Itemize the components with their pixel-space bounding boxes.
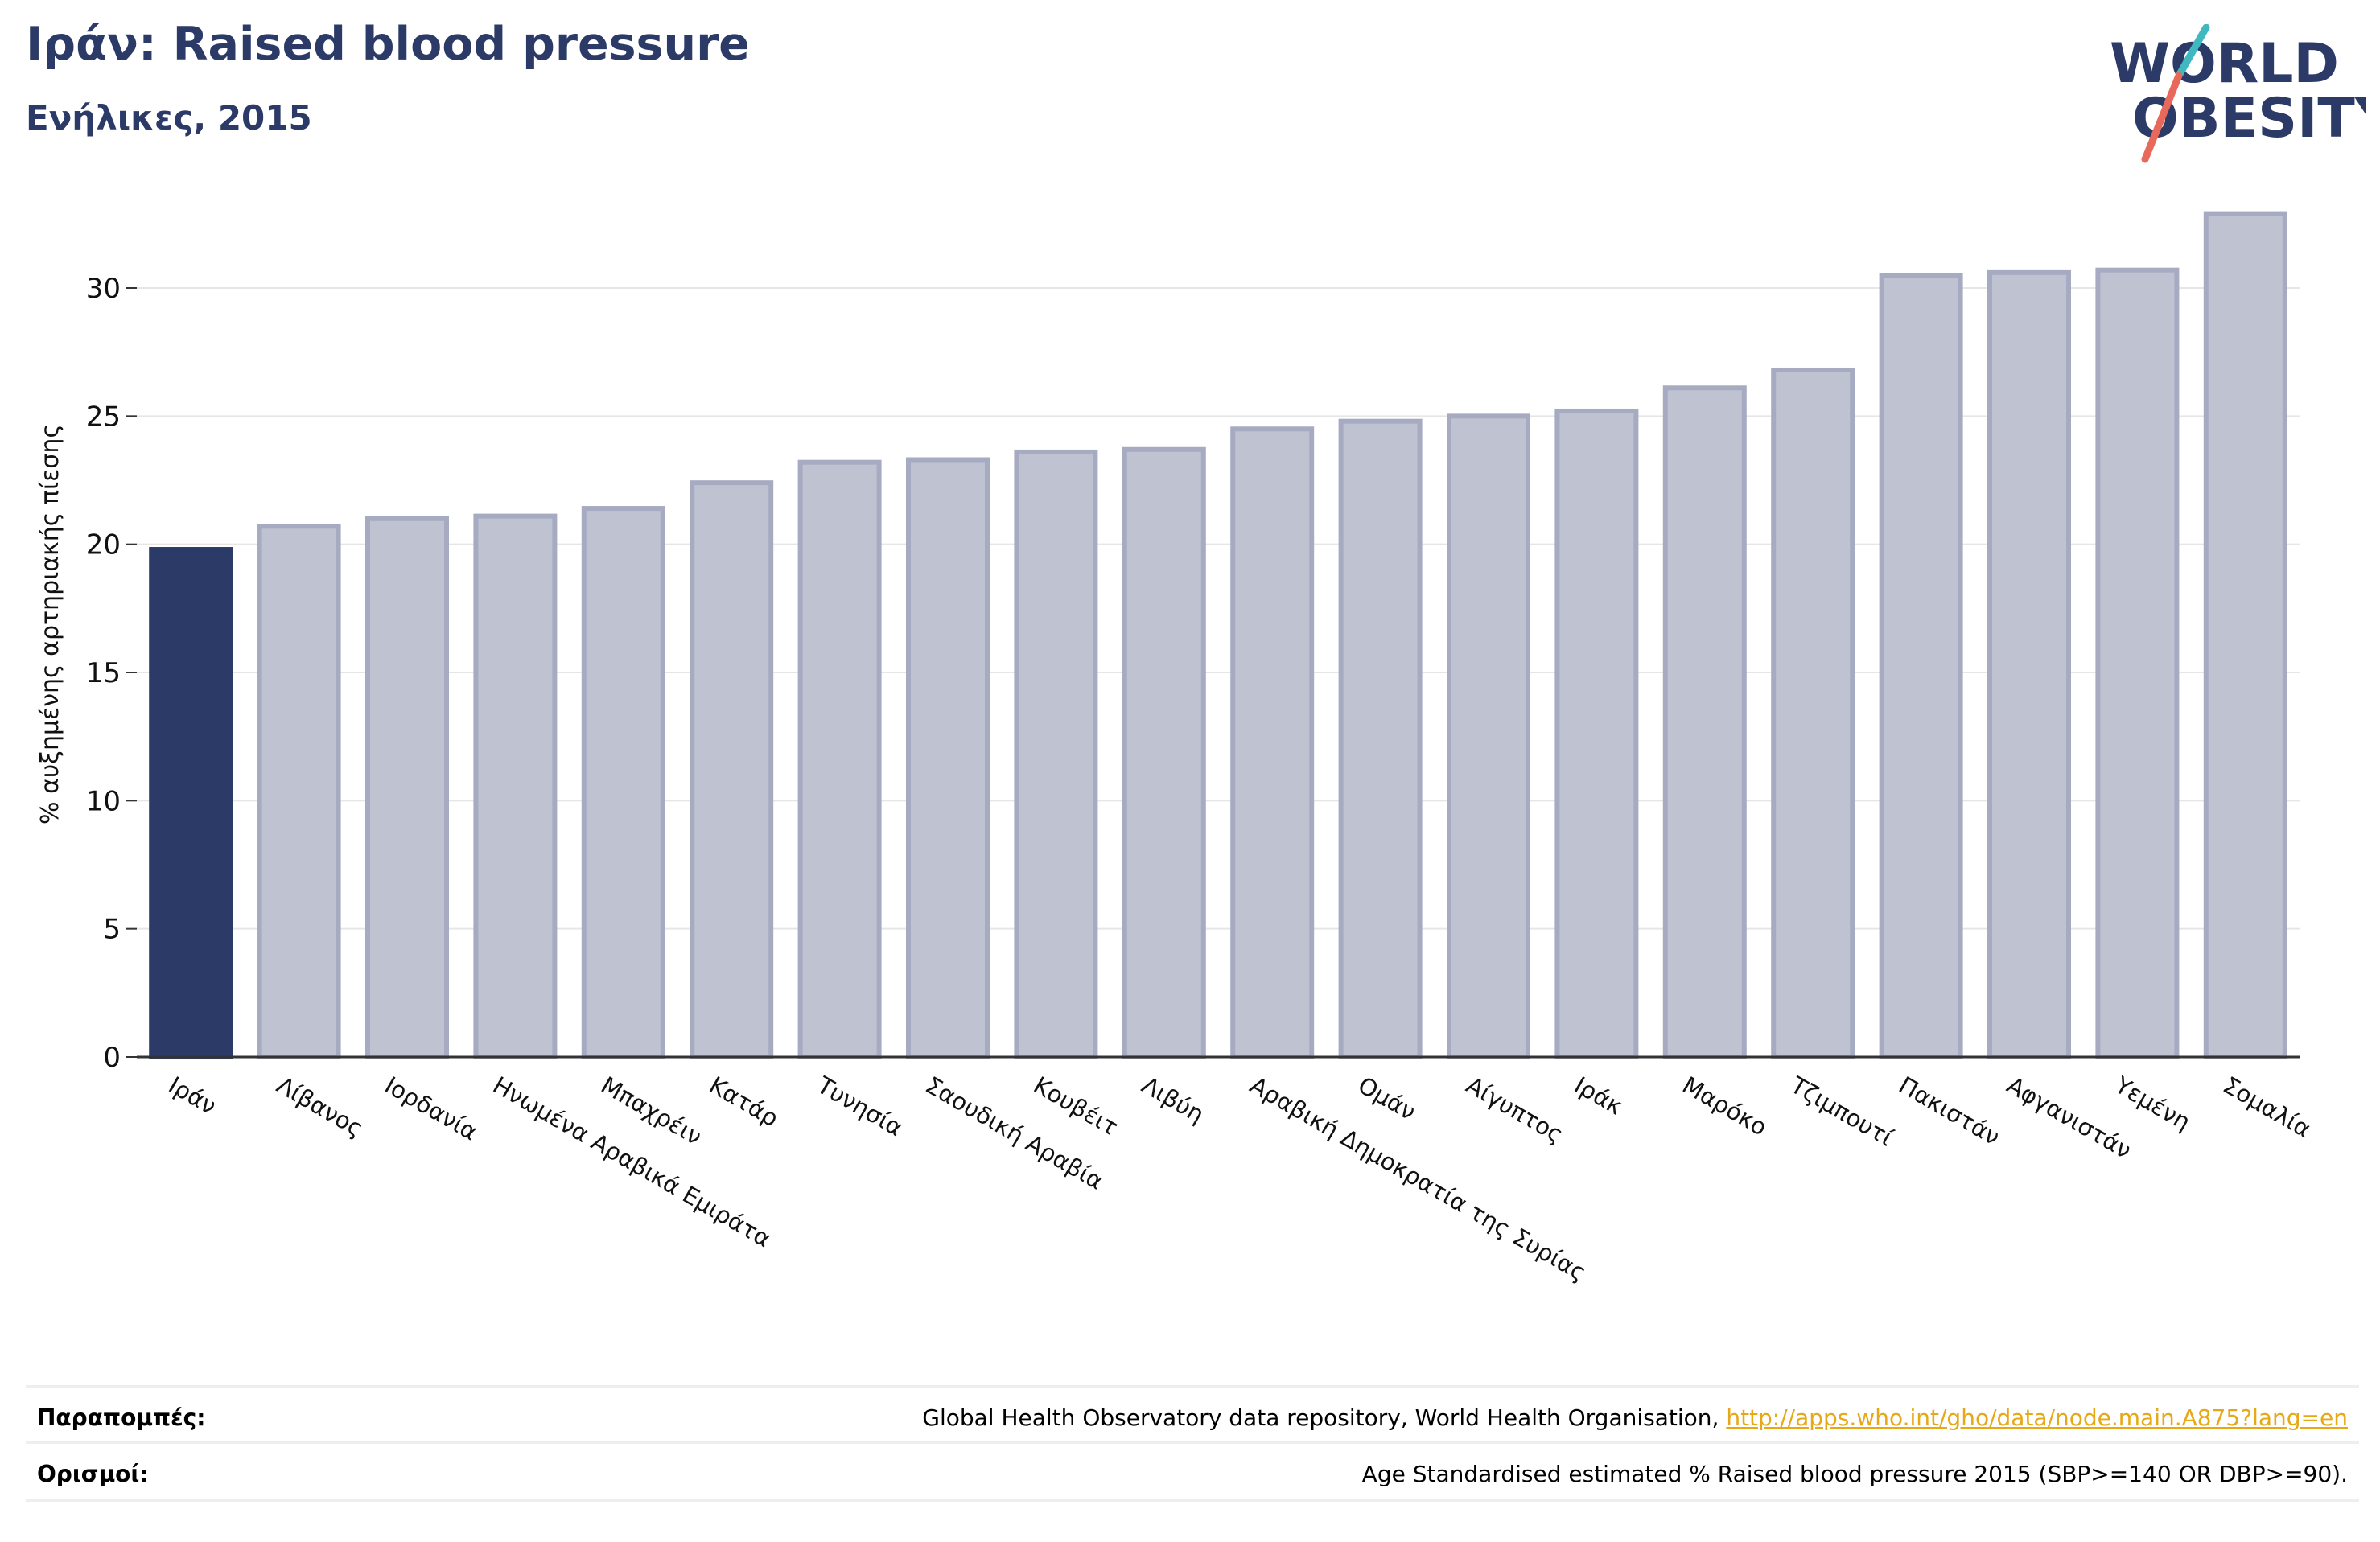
y-tick-label: 30	[86, 273, 121, 305]
chart-subtitle: Ενήλικες, 2015	[26, 98, 312, 138]
bar	[1014, 449, 1098, 1059]
x-tick-label: Σαουδική Αραβία	[921, 1071, 1109, 1195]
logo-slash-bottom	[2141, 72, 2183, 163]
bar	[1879, 273, 1963, 1060]
x-tick-label: Ομάν	[1353, 1071, 1420, 1126]
references-text: Global Health Observatory data repositor…	[922, 1404, 2348, 1431]
x-tick-label: Αίγυπτος	[1462, 1071, 1568, 1149]
bar	[1338, 418, 1423, 1059]
bar	[1771, 367, 1855, 1059]
y-tick-label: 15	[86, 657, 121, 689]
x-tick-label: Κατάρ	[705, 1071, 784, 1133]
bar	[906, 457, 990, 1059]
bar	[1122, 446, 1206, 1059]
bar	[2203, 211, 2287, 1059]
x-tick-label: Σομαλία	[2218, 1071, 2316, 1143]
bar	[149, 547, 233, 1059]
logo-line1: WORLD	[2110, 32, 2339, 96]
bar	[1447, 413, 1530, 1059]
y-tick-label: 10	[86, 785, 121, 817]
y-tick-label: 0	[103, 1042, 121, 1074]
bar	[690, 480, 774, 1059]
x-tick-label: Ιράκ	[1570, 1071, 1628, 1121]
footer-divider-top	[26, 1385, 2359, 1388]
bar	[1554, 408, 1639, 1059]
chart-title: Ιράν: Raised blood pressure	[26, 18, 750, 71]
footer-divider-middle	[26, 1441, 2359, 1444]
bar	[473, 513, 558, 1059]
footer-divider-bottom	[26, 1499, 2359, 1502]
bar	[1987, 269, 2071, 1059]
y-axis-label: % αυξημένης αρτηριακής πίεσης	[36, 424, 64, 824]
definitions-text: Age Standardised estimated % Raised bloo…	[1361, 1461, 2348, 1487]
y-tick-label: 5	[103, 914, 121, 946]
x-tick-label: Ιράν	[164, 1071, 221, 1121]
bar	[257, 524, 341, 1059]
references-source: Global Health Observatory data repositor…	[922, 1404, 1727, 1431]
x-tick-label: Λιβύη	[1137, 1071, 1209, 1129]
definitions-label: Ορισμοί:	[37, 1461, 149, 1487]
x-tick-label: Πακιστάν	[1894, 1071, 2004, 1151]
logo-slash-top	[2175, 24, 2210, 80]
references-label: Παραπομπές:	[37, 1404, 206, 1431]
world-obesity-logo: WORLD OBESITY	[2110, 24, 2366, 163]
bar	[1230, 426, 1315, 1059]
x-tick-label: Τζιμπουτί	[1785, 1071, 1898, 1152]
x-tick-label: Τυνησία	[812, 1071, 908, 1141]
bar	[1662, 385, 1747, 1059]
references-link[interactable]: http://apps.who.int/gho/data/node.main.A…	[1726, 1404, 2348, 1431]
y-tick-label: 25	[86, 401, 121, 433]
x-tick-label: Μαρόκο	[1678, 1071, 1772, 1141]
x-tick-label: Υεμένη	[2110, 1071, 2195, 1136]
x-tick-label: Κουβέιτ	[1029, 1071, 1123, 1141]
y-tick-label: 20	[86, 529, 121, 561]
bar	[2095, 267, 2180, 1059]
bar	[581, 506, 665, 1059]
x-tick-label: Λίβανος	[272, 1071, 368, 1143]
bar	[365, 516, 449, 1059]
x-tick-label: Ιορδανία	[381, 1071, 483, 1146]
bar	[797, 459, 882, 1059]
